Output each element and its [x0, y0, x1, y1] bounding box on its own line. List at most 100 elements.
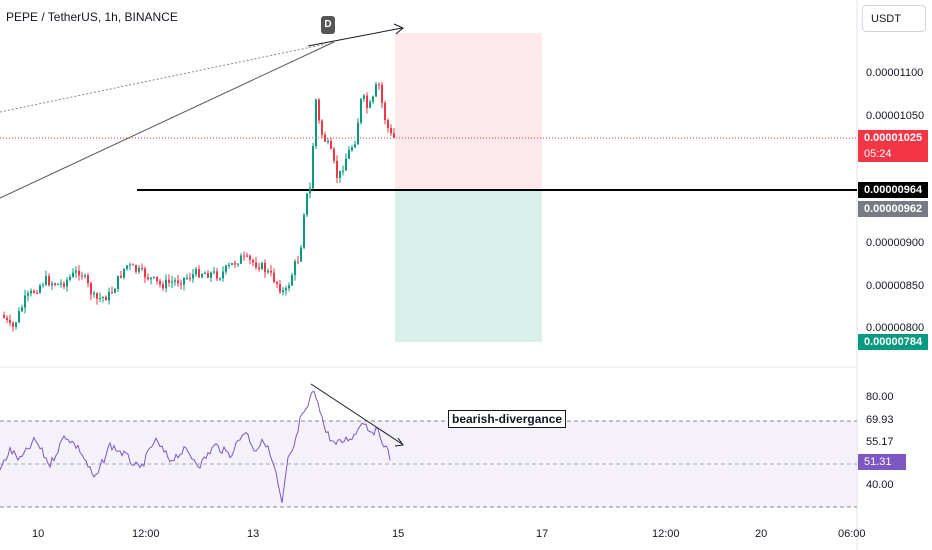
crosshair-price-tag: 0.00000962: [858, 201, 928, 217]
candle-body: [12, 322, 14, 327]
candle-body: [354, 144, 356, 148]
divergence-arrow-rsi[interactable]: [310, 383, 403, 445]
candle-body: [294, 261, 296, 276]
candle-body: [393, 133, 395, 138]
time-tick: 13: [247, 528, 260, 540]
candle-body: [81, 275, 83, 277]
candle-body: [63, 283, 65, 287]
candle-body: [153, 276, 155, 278]
candle-body: [87, 275, 89, 284]
candle-body: [96, 293, 98, 299]
candle-body: [378, 84, 380, 86]
time-tick: 12:00: [132, 528, 160, 540]
candle-body: [276, 281, 278, 284]
candle-body: [150, 277, 152, 280]
candle-body: [312, 146, 314, 189]
candle-body: [9, 319, 11, 323]
candle-body: [279, 283, 281, 293]
candle-body: [372, 96, 374, 102]
symbol-title: PEPE / TetherUS, 1h, BINANCE: [6, 10, 178, 24]
candle-body: [282, 290, 284, 293]
dotted-trend-line[interactable]: [0, 43, 327, 113]
candle-body: [36, 292, 38, 294]
candle-body: [57, 283, 59, 285]
candle-body: [72, 272, 74, 278]
candle-body: [69, 277, 71, 280]
price-tick: 0.00000850: [866, 280, 925, 292]
candle-body: [171, 281, 173, 283]
time-tick: 20: [755, 528, 768, 540]
dividend-marker[interactable]: D: [321, 16, 335, 34]
price-tick: 0.00000900: [866, 237, 925, 249]
candle-body: [318, 99, 320, 121]
candle-body: [195, 269, 197, 275]
candle-body: [6, 317, 8, 320]
stop-loss-zone[interactable]: [395, 33, 542, 190]
candle-body: [48, 276, 50, 286]
currency-button[interactable]: USDT: [862, 5, 926, 32]
candle-body: [387, 120, 389, 128]
rsi-current-tag: 51.31: [858, 454, 906, 470]
candle-body: [117, 275, 119, 289]
candle-body: [129, 264, 131, 266]
candle-body: [252, 259, 254, 263]
candle-body: [375, 84, 377, 97]
candle-body: [303, 214, 305, 248]
candle-body: [132, 264, 134, 266]
candle-body: [45, 276, 47, 285]
candle-body: [222, 271, 224, 279]
candle-body: [90, 283, 92, 295]
price-tick: 0.00001050: [866, 110, 925, 122]
divergence-annotation[interactable]: bearish-divergance: [448, 410, 567, 428]
candle-body: [384, 102, 386, 121]
candle-body: [267, 270, 269, 273]
candle-body: [330, 141, 332, 149]
candle-body: [297, 261, 299, 263]
divergence-arrow-price[interactable]: [307, 27, 403, 47]
candle-body: [363, 95, 365, 99]
candle-body: [315, 99, 317, 147]
candle-body: [360, 98, 362, 123]
level-price-tag: 0.00000964: [858, 182, 928, 198]
candle-body: [390, 127, 392, 134]
candle-body: [270, 270, 272, 273]
rsi-tick: 55.17: [866, 436, 894, 448]
candle-body: [336, 160, 338, 178]
candle-body: [309, 188, 311, 194]
candle-body: [183, 277, 185, 285]
candle-body: [27, 293, 29, 296]
candles-group: [3, 81, 395, 332]
candle-body: [342, 170, 344, 172]
take-profit-zone[interactable]: [395, 190, 542, 342]
candle-body: [141, 267, 143, 269]
trend-line[interactable]: [0, 41, 335, 199]
time-tick: 10: [32, 528, 45, 540]
candle-body: [123, 268, 125, 278]
candle-body: [228, 264, 230, 266]
candle-body: [165, 279, 167, 289]
candle-body: [162, 284, 164, 289]
candle-body: [249, 255, 251, 260]
candle-body: [18, 311, 20, 323]
candle-body: [231, 263, 233, 265]
candle-body: [321, 120, 323, 135]
candle-body: [189, 277, 191, 279]
candle-body: [207, 273, 209, 278]
time-tick: 17: [536, 528, 549, 540]
candle-body: [180, 283, 182, 285]
price-tick: 0.00001100: [866, 67, 924, 79]
candle-body: [138, 267, 140, 272]
candle-body: [21, 307, 23, 312]
candle-body: [225, 265, 227, 272]
target-price-tag: 0.00000784: [858, 334, 928, 350]
candle-body: [351, 147, 353, 151]
candle-body: [366, 95, 368, 108]
candle-body: [345, 158, 347, 171]
candle-body: [99, 297, 101, 299]
candle-body: [243, 255, 245, 257]
candle-body: [264, 262, 266, 273]
candle-body: [147, 277, 149, 280]
candle-body: [234, 263, 236, 265]
time-tick: 15: [392, 528, 405, 540]
